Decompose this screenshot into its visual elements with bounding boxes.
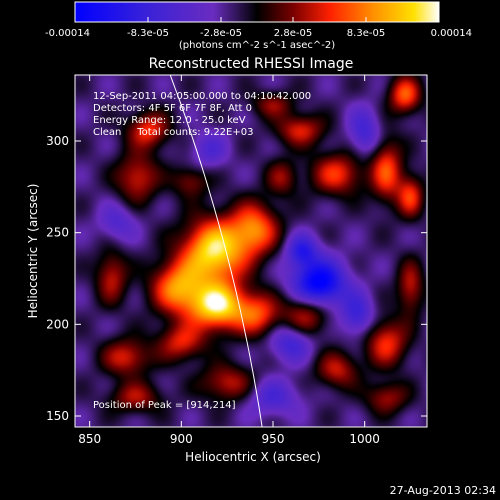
colorbar-tick-label: 2.8e-05 (274, 28, 312, 39)
axis-ticks: 850 900 950 1000 150 200 250 300 (46, 75, 427, 446)
peak-position-label: Position of Peak = [914,214] (93, 400, 236, 411)
solar-limb-curve (169, 75, 263, 427)
y-tick-label: 150 (46, 409, 69, 423)
x-axis-label: Heliocentric X (arcsec) (185, 450, 321, 464)
colorbar (75, 2, 439, 22)
colorbar-tick-label: 0.00014 (431, 28, 472, 39)
annotation-clean-counts: Clean Total counts: 9.22E+03 (93, 127, 253, 138)
colorbar-tick-label: -0.00014 (45, 28, 90, 39)
colorbar-ticks: -0.00014 -8.3e-05 -2.8e-05 2.8e-05 8.3e-05 0.… (45, 17, 472, 39)
y-tick-label: 300 (46, 134, 69, 148)
colorbar-tick-label: -8.3e-05 (127, 28, 169, 39)
x-tick-label: 1000 (349, 432, 380, 446)
heatmap-image (75, 75, 427, 427)
x-tick-label: 900 (170, 432, 193, 446)
y-axis-label: Heliocentric Y (arcsec) (26, 184, 40, 319)
y-tick-label: 250 (46, 226, 69, 240)
annotation-detectors: Detectors: 4F 5F 6F 7F 8F, Att 0 (93, 103, 252, 114)
x-tick-label: 950 (262, 432, 285, 446)
annotation-time-range: 12-Sep-2011 04:05:00.000 to 04:10:42.000 (93, 91, 311, 102)
plot-frame (74, 74, 428, 428)
colorbar-tick-label: 8.3e-05 (347, 28, 385, 39)
colorbar-frame (74, 1, 440, 23)
x-tick-label: 850 (78, 432, 101, 446)
annotation-energy-range: Energy Range: 12.0 - 25.0 keV (93, 115, 246, 126)
footer-timestamp: 27-Aug-2013 02:34 (390, 484, 496, 497)
colorbar-tick-label: -2.8e-05 (200, 28, 242, 39)
chart-title: Reconstructed RHESSI Image (149, 56, 354, 72)
colorbar-unit-label: (photons cm^-2 s^-1 asec^-2) (179, 40, 335, 51)
y-tick-label: 200 (46, 317, 69, 331)
